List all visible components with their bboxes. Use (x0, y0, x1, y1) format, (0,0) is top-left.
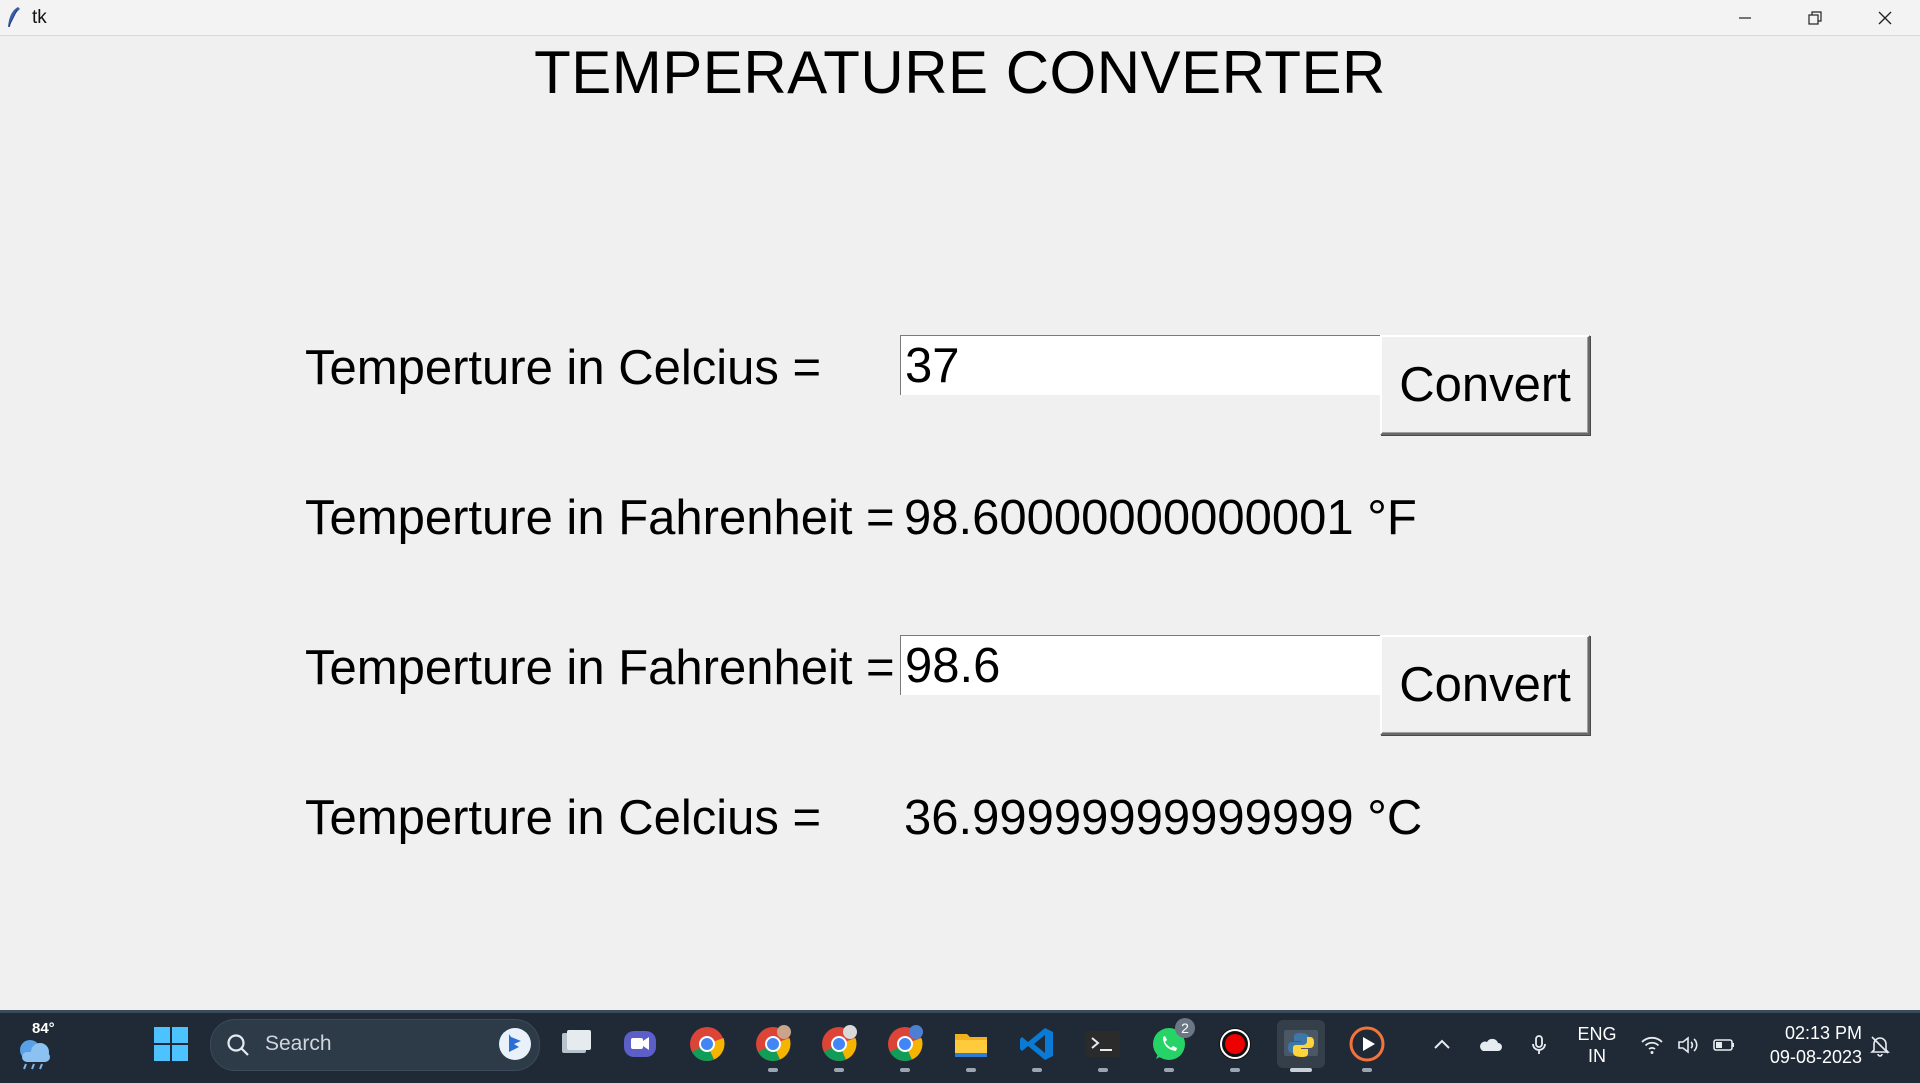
chrome-profile-2-icon (822, 1025, 857, 1062)
meet-button[interactable] (616, 1020, 664, 1068)
chrome-profile-3-button[interactable] (881, 1020, 929, 1072)
notifications-button[interactable] (1868, 1033, 1892, 1057)
page-title: TEMPERATURE CONVERTER (534, 39, 1386, 106)
taskbar-search[interactable]: Search (210, 1019, 540, 1071)
wifi-button[interactable] (1640, 1033, 1664, 1057)
running-indicator (834, 1068, 844, 1072)
restore-button[interactable] (1780, 0, 1850, 35)
running-indicator (900, 1068, 910, 1072)
running-indicator (1164, 1068, 1174, 1072)
close-button[interactable] (1850, 0, 1920, 35)
clock-date: 09-08-2023 (1769, 1047, 1862, 1067)
onedrive-icon (1480, 1038, 1502, 1051)
restore-icon (1808, 10, 1822, 25)
notification-badge: 2 (1175, 1018, 1195, 1038)
notification-bell-icon (1870, 1036, 1890, 1057)
record-button[interactable] (1211, 1020, 1259, 1072)
celsius-input-label: Temperture in Celcius = (305, 341, 822, 395)
weather-temp: 84° (32, 1020, 55, 1037)
show-hidden-icons-button[interactable] (1430, 1033, 1454, 1057)
onedrive-button[interactable] (1479, 1033, 1503, 1057)
microphone-icon (1532, 1035, 1546, 1054)
clock[interactable]: 02:13 PM 09-08-2023 (1752, 1021, 1862, 1069)
task-view-icon (562, 1030, 591, 1053)
celsius-input[interactable] (900, 335, 1380, 395)
tk-feather-icon (8, 7, 20, 27)
media-player-button[interactable] (1343, 1020, 1391, 1072)
running-indicator (966, 1068, 976, 1072)
window-titlebar: tk (0, 0, 1920, 36)
running-indicator (768, 1068, 778, 1072)
vscode-icon (1020, 1028, 1053, 1060)
chrome-icon (690, 1027, 725, 1062)
weather-widget[interactable]: 84° (10, 1020, 60, 1072)
python-button[interactable] (1277, 1020, 1325, 1072)
terminal-button[interactable] (1079, 1020, 1127, 1072)
close-icon (1878, 11, 1892, 24)
celsius-result-label: Temperture in Celcius = (305, 791, 822, 845)
volume-icon (1678, 1036, 1698, 1054)
running-indicator (1362, 1068, 1372, 1072)
battery-icon (1713, 1039, 1734, 1051)
celsius-result-value: 36.99999999999999 °C (904, 791, 1423, 845)
clock-time: 02:13 PM (1784, 1023, 1862, 1043)
running-indicator (1098, 1068, 1108, 1072)
fahrenheit-result-value: 98.60000000000001 °F (904, 491, 1417, 545)
search-icon (227, 1034, 249, 1056)
chrome-profile-2-button[interactable] (815, 1020, 863, 1072)
fahrenheit-result-label: Temperture in Fahrenheit = (305, 491, 895, 545)
bing-chat-icon[interactable] (497, 1026, 533, 1062)
fahrenheit-input[interactable] (900, 635, 1380, 695)
chrome-profile-3-icon (888, 1025, 923, 1062)
convert-celsius-button[interactable]: Convert (1380, 335, 1590, 435)
whatsapp-button[interactable]: 2 (1145, 1018, 1195, 1072)
running-indicator (1230, 1068, 1240, 1072)
convert-fahrenheit-button[interactable]: Convert (1380, 635, 1590, 735)
vscode-button[interactable] (1013, 1020, 1061, 1072)
whatsapp-icon (1153, 1028, 1185, 1060)
minimize-button[interactable] (1710, 0, 1780, 35)
fahrenheit-input-label: Temperture in Fahrenheit = (305, 641, 895, 695)
record-icon (1219, 1028, 1251, 1060)
language-indicator[interactable]: ENG IN (1573, 1023, 1621, 1067)
minimize-icon (1739, 16, 1751, 19)
microphone-button[interactable] (1527, 1033, 1551, 1057)
python-icon (1284, 1030, 1318, 1057)
wifi-icon (1641, 1036, 1663, 1054)
chrome-profile-1-button[interactable] (749, 1020, 797, 1072)
weather-cloud-icon (20, 1040, 50, 1070)
media-player-icon (1349, 1026, 1385, 1062)
running-indicator (1032, 1068, 1042, 1072)
file-explorer-icon (955, 1034, 987, 1057)
start-button[interactable] (147, 1020, 195, 1068)
active-indicator (1290, 1068, 1312, 1072)
volume-button[interactable] (1676, 1033, 1700, 1057)
chrome-profile-1-icon (756, 1025, 791, 1062)
chevron-up-icon (1434, 1039, 1450, 1049)
region-code: IN (1588, 1046, 1606, 1066)
task-view-button[interactable] (552, 1020, 600, 1068)
terminal-icon (1086, 1031, 1120, 1057)
start-icon (154, 1027, 188, 1061)
window-title: tk (32, 7, 47, 28)
chrome-button[interactable] (683, 1020, 731, 1068)
language-code: ENG (1577, 1024, 1617, 1044)
search-placeholder: Search (265, 1032, 332, 1055)
battery-button[interactable] (1712, 1033, 1736, 1057)
meet-icon (624, 1031, 656, 1057)
file-explorer-button[interactable] (947, 1020, 995, 1072)
